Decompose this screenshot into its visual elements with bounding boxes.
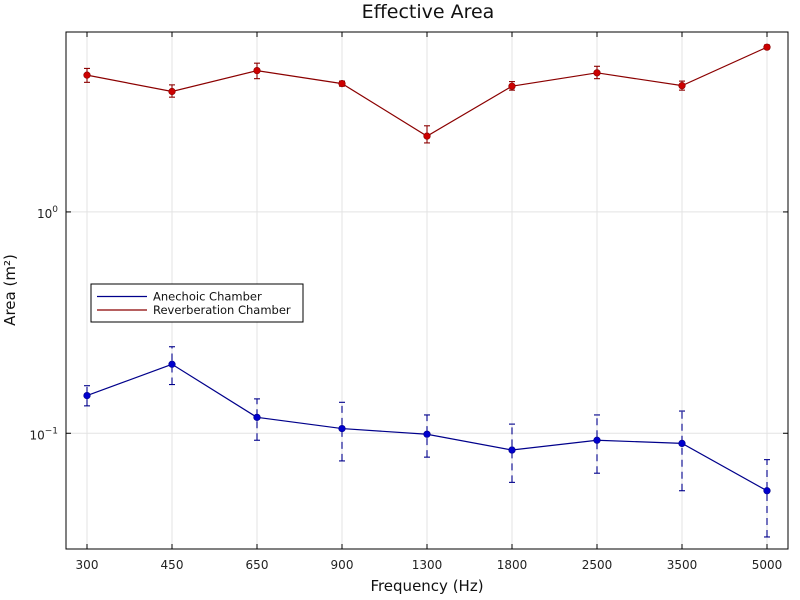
y-tick-labels: 100 10−1	[29, 205, 58, 442]
data-point	[508, 446, 516, 454]
chart-title: Effective Area	[362, 1, 495, 23]
x-tick-labels: 300 450 650 900 1300 1800 2500 3500 5000	[76, 558, 783, 572]
data-point	[423, 132, 431, 140]
data-point	[678, 439, 686, 447]
legend-label-anechoic: Anechoic Chamber	[153, 290, 262, 304]
axis-ticks	[66, 32, 788, 549]
legend-label-reverberation: Reverberation Chamber	[153, 303, 291, 317]
series-layer	[83, 43, 771, 538]
y-tick-label: 100	[37, 205, 58, 221]
data-point	[253, 413, 261, 421]
data-point	[763, 43, 771, 51]
series-anechoic	[83, 346, 771, 538]
data-point	[678, 82, 686, 90]
data-point	[168, 360, 176, 368]
x-tick-label: 450	[161, 558, 184, 572]
data-point	[253, 67, 261, 75]
legend: Anechoic Chamber Reverberation Chamber	[90, 283, 304, 323]
data-point	[593, 436, 601, 444]
x-tick-label: 1800	[497, 558, 528, 572]
legend-box	[90, 283, 304, 323]
data-point	[593, 69, 601, 77]
data-point	[423, 430, 431, 438]
data-point	[508, 82, 516, 90]
data-point	[83, 391, 91, 400]
y-tick-label: 10−1	[29, 426, 58, 442]
x-tick-label: 300	[76, 558, 99, 572]
x-tick-label: 650	[246, 558, 269, 572]
y-axis-title: Area (m²)	[1, 254, 19, 326]
data-point	[338, 80, 346, 88]
x-axis-title: Frequency (Hz)	[370, 577, 483, 595]
x-tick-label: 3500	[667, 558, 698, 572]
x-tick-label: 2500	[582, 558, 613, 572]
x-tick-label: 900	[331, 558, 354, 572]
data-point	[168, 87, 176, 96]
data-point	[83, 71, 91, 79]
data-point	[763, 487, 771, 495]
series-reverberation	[83, 43, 771, 144]
data-point	[338, 424, 346, 433]
x-tick-label: 1300	[412, 558, 443, 572]
grid-lines	[66, 32, 788, 549]
x-tick-label: 5000	[752, 558, 783, 572]
